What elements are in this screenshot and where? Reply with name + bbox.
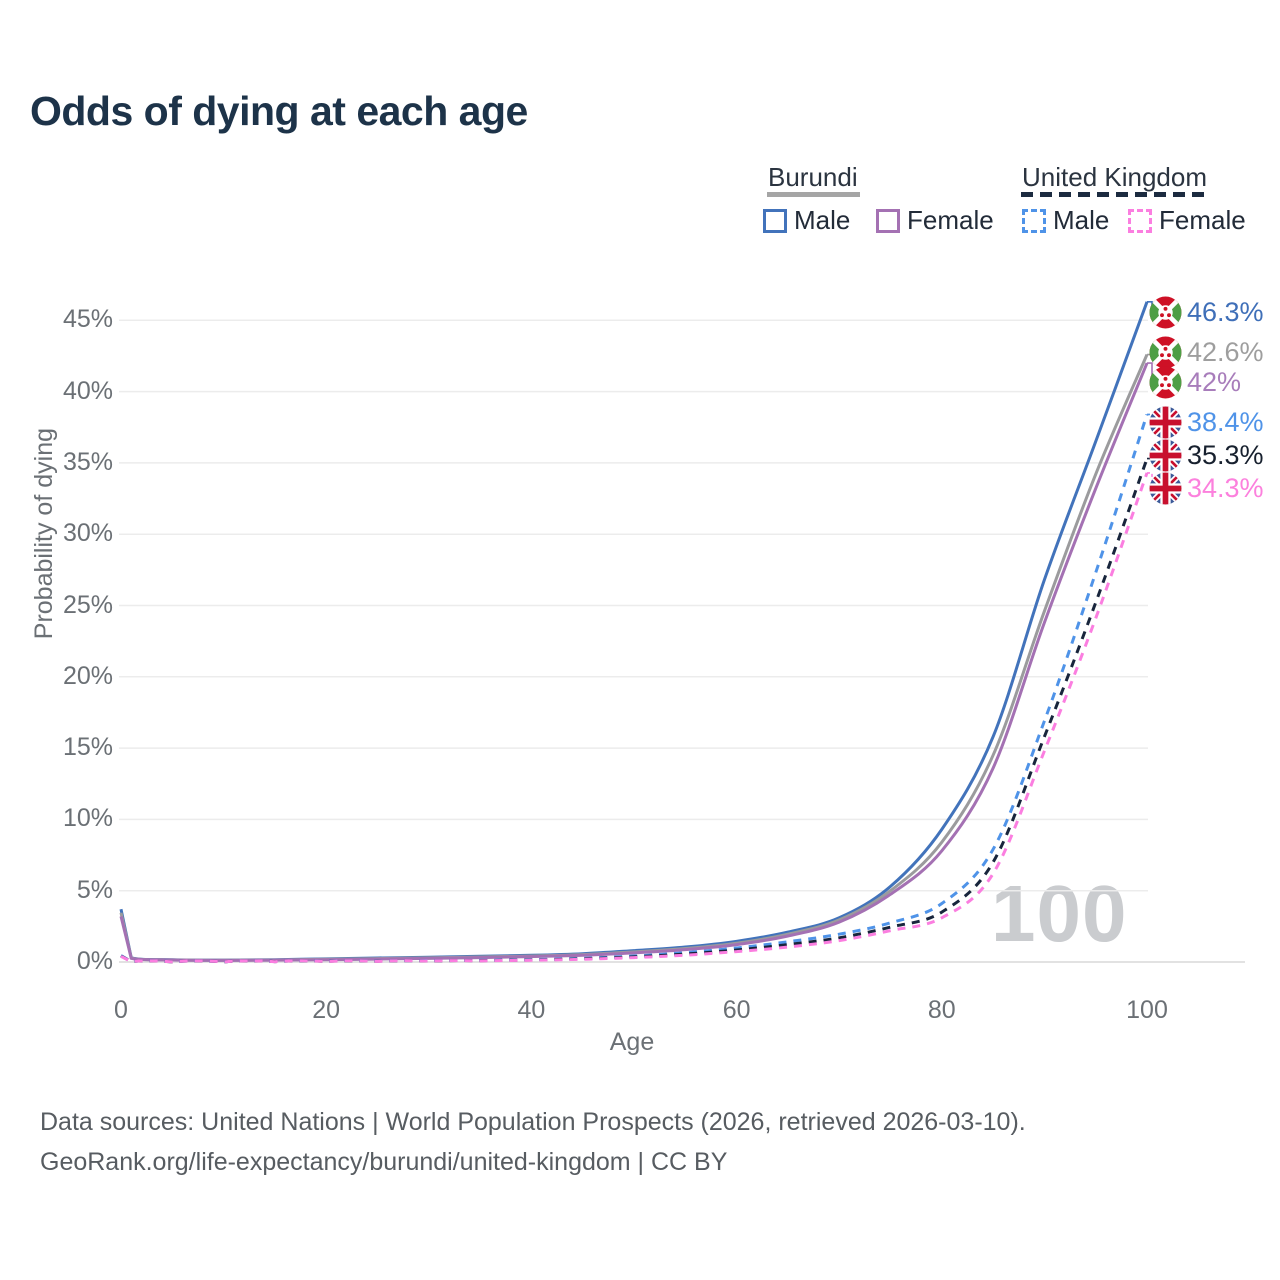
legend-item-burundi-male[interactable]: Male — [763, 205, 850, 236]
x-tick-label: 80 — [927, 996, 956, 1024]
end-label-value: 46.3% — [1187, 296, 1264, 327]
y-tick-label: 45% — [62, 305, 113, 334]
x-tick-label: 0 — [114, 996, 128, 1024]
x-tick-label: 60 — [722, 996, 751, 1024]
legend-group-united-kingdom: United Kingdom — [1022, 162, 1207, 192]
end-label-value: 34.3% — [1187, 472, 1264, 503]
uk-flag-icon — [1149, 406, 1182, 439]
y-tick-label: 40% — [62, 376, 113, 405]
end-label-value: 42% — [1187, 366, 1242, 397]
end-label-burundi-both: 42.6% — [1149, 335, 1264, 369]
series-line-uk-both[interactable] — [120, 458, 1149, 964]
end-label-uk-male: 38.4% — [1149, 405, 1264, 439]
legend-underline-burundi — [767, 192, 860, 197]
end-label-value: 38.4% — [1187, 406, 1264, 437]
legend-item-label: Male — [1053, 205, 1110, 235]
end-label-uk-female: 34.3% — [1149, 471, 1264, 505]
series-line-burundi-both[interactable] — [119, 353, 1149, 962]
legend-item-label: Male — [794, 205, 851, 235]
y-tick-label: 5% — [76, 875, 113, 904]
y-tick-label: 30% — [62, 519, 113, 548]
data-source-note: Data sources: United Nations | World Pop… — [40, 1108, 1026, 1136]
uk-female-swatch-icon — [1128, 208, 1152, 233]
legend-underline-united-kingdom — [1021, 192, 1207, 197]
burundi-male-swatch-icon — [763, 208, 787, 233]
y-tick-label: 25% — [62, 590, 113, 619]
y-tick-label: 10% — [62, 804, 113, 833]
x-tick-label: 40 — [517, 996, 546, 1024]
burundi-flag-icon — [1149, 296, 1182, 329]
uk-flag-icon — [1149, 439, 1182, 472]
legend-item-label: Female — [1159, 205, 1246, 235]
series-line-burundi-female[interactable] — [119, 362, 1149, 962]
x-tick-label: 100 — [1126, 996, 1168, 1024]
attribution-link[interactable]: GeoRank.org/life-expectancy/burundi/unit… — [40, 1148, 728, 1176]
burundi-flag-icon — [1149, 336, 1182, 369]
y-tick-label: 15% — [62, 733, 113, 762]
y-tick-label: 20% — [62, 661, 113, 690]
legend-item-burundi-female[interactable]: Female — [876, 205, 994, 236]
y-tick-label: 0% — [76, 947, 113, 975]
end-label-value: 35.3% — [1187, 439, 1264, 470]
end-label-burundi-female: 42% — [1149, 365, 1241, 399]
y-tick-label: 35% — [62, 447, 113, 476]
legend-group-burundi: Burundi — [768, 162, 858, 192]
series-line-uk-male[interactable] — [120, 413, 1149, 964]
end-label-uk-both: 35.3% — [1149, 438, 1264, 472]
legend-item-uk-male[interactable]: Male — [1022, 205, 1109, 236]
burundi-female-swatch-icon — [876, 208, 900, 233]
series-line-uk-female[interactable] — [120, 472, 1149, 964]
end-label-value: 42.6% — [1187, 336, 1264, 367]
uk-male-swatch-icon — [1022, 208, 1046, 233]
x-tick-label: 20 — [312, 996, 341, 1024]
legend-item-label: Female — [907, 205, 994, 235]
legend-item-uk-female[interactable]: Female — [1128, 205, 1246, 236]
age-counter-watermark: 100 — [991, 869, 1128, 958]
page-title: Odds of dying at each age — [30, 88, 528, 134]
burundi-flag-icon — [1149, 366, 1182, 399]
end-label-burundi-male: 46.3% — [1149, 295, 1264, 329]
x-axis-title: Age — [609, 1028, 655, 1056]
uk-flag-icon — [1149, 472, 1182, 505]
